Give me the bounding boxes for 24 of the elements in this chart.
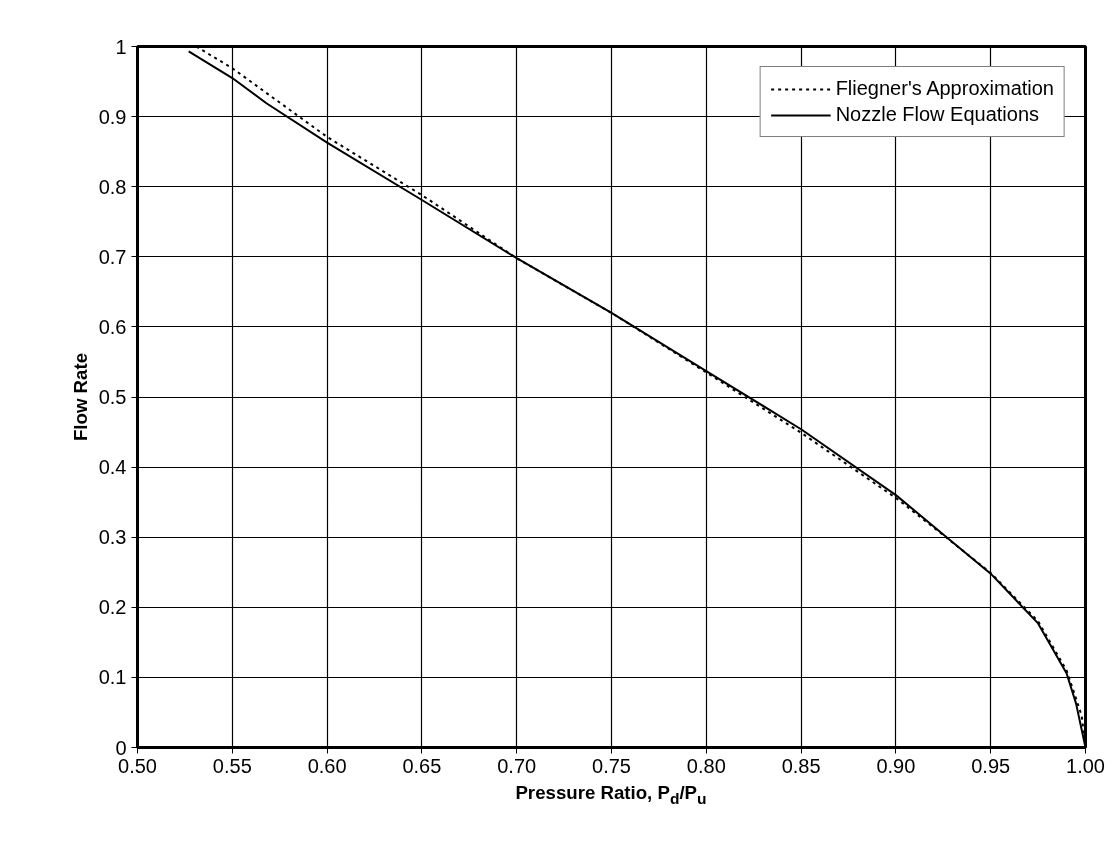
x-tick-label: 0.90 — [876, 754, 916, 777]
x-tick-label: 0.80 — [686, 754, 726, 777]
y-axis-title: Flow Rate — [69, 352, 91, 442]
x-tick-label: 0.65 — [402, 754, 442, 777]
y-tick-label: 0.1 — [98, 666, 127, 689]
x-axis-title: Pressure Ratio, P$_{d}$/P$_{u}$ — [515, 781, 707, 809]
legend-label: Fliegner's Approximation — [835, 77, 1054, 100]
y-tick-label: 0.4 — [98, 456, 127, 479]
y-tick-label: 0.8 — [98, 175, 127, 198]
y-tick-label: 0.3 — [98, 526, 127, 549]
x-tick-label: 0.75 — [592, 754, 631, 777]
x-tick-label: 0.60 — [307, 754, 347, 777]
y-tick-label: 0.6 — [98, 315, 127, 338]
x-tick-label: 0.95 — [971, 754, 1011, 777]
legend-label: Nozzle Flow Equations — [835, 103, 1040, 126]
y-tick-label: 0.2 — [98, 596, 127, 619]
x-tick-label: 0.70 — [497, 754, 537, 777]
y-tick-label: 1 — [115, 35, 127, 58]
x-tick-label: 0.85 — [781, 754, 821, 777]
y-tick-label: 0.5 — [98, 386, 127, 408]
y-tick-label: 0.9 — [98, 105, 127, 128]
x-tick-label: 0.55 — [212, 754, 252, 777]
y-tick-label: 0.7 — [98, 245, 127, 268]
x-tick-label: 1.00 — [1066, 754, 1105, 777]
